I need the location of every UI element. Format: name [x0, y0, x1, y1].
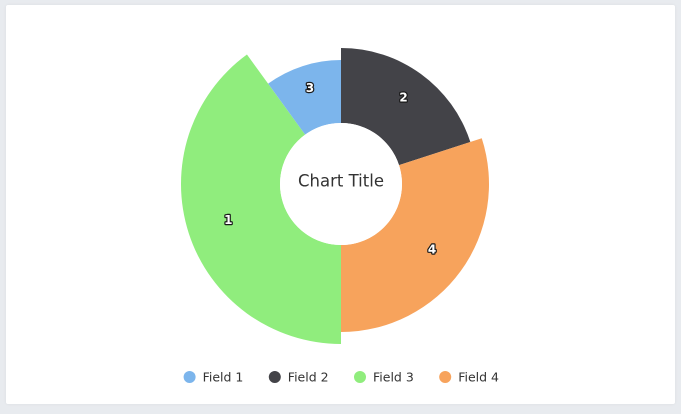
legend-item-field-1[interactable]: Field 1 — [183, 370, 244, 385]
slice-field-2[interactable] — [341, 48, 471, 166]
slice-label-field-2: 2 — [399, 90, 407, 104]
legend-item-field-2[interactable]: Field 2 — [268, 370, 329, 385]
donut-hole — [280, 123, 402, 245]
slice-label-field-1: 3 — [306, 81, 314, 95]
legend-label: Field 2 — [288, 370, 329, 385]
slice-field-1[interactable] — [268, 60, 341, 135]
slice-label-field-3: 1 — [224, 213, 232, 227]
slice-labels-group: 2 4 1 3 — [223, 80, 437, 258]
legend: Field 1 Field 2 Field 3 Field 4 — [183, 370, 499, 385]
slices-group — [180, 48, 490, 344]
legend-label: Field 3 — [373, 370, 414, 385]
legend-marker — [354, 371, 366, 383]
slice-label-field-4: 4 — [428, 243, 436, 257]
legend-item-field-3[interactable]: Field 3 — [354, 370, 414, 385]
legend-label: Field 1 — [203, 370, 244, 385]
slice-field-3[interactable] — [180, 54, 341, 344]
slice-field-4[interactable] — [341, 138, 490, 332]
legend-label: Field 4 — [458, 370, 499, 385]
legend-marker — [268, 371, 281, 383]
legend-marker — [439, 371, 452, 383]
legend-item-field-4[interactable]: Field 4 — [439, 370, 499, 385]
legend-marker — [183, 371, 196, 383]
chart-title: Chart Title — [298, 172, 384, 191]
